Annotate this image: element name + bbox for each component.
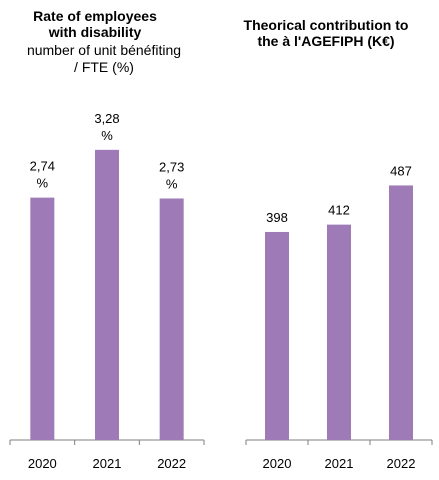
chart2-data-label-2020: 398 — [266, 210, 288, 225]
chart1-bar-2021 — [95, 149, 119, 440]
chart1: 2,74 % 2020 3,28 % 2021 2,73 % 2022 — [9, 111, 205, 471]
chart1-title: Rate of employees with disability — [33, 8, 157, 40]
chart1-data-label-2020: 2,74% — [30, 159, 55, 191]
chart1-bar-2022 — [159, 198, 184, 440]
chart2-title: Theorical contribution to the à l'AGEFIP… — [243, 17, 409, 49]
chart1-bar-2020 — [30, 197, 55, 440]
chart1-data-label-2022: 2,73% — [159, 160, 184, 192]
chart2-x-tick-label-2020: 2020 — [263, 456, 292, 471]
chart2-data-label-2022: 487 — [390, 163, 412, 178]
chart1-x-tick-label-2022: 2022 — [157, 456, 186, 471]
chart2: 398 2020 412 2021 487 2022 — [245, 163, 433, 471]
chart2-bar-2021 — [327, 224, 351, 440]
chart1-data-label-2021: 3,28% — [94, 111, 119, 143]
chart2-x-tick-label-2021: 2021 — [325, 456, 354, 471]
chart2-data-label-2021: 412 — [328, 203, 350, 218]
chart1-x-tick-label-2021: 2021 — [93, 456, 122, 471]
chart2-bar-2020 — [265, 231, 289, 440]
chart2-x-tick-label-2022: 2022 — [387, 456, 416, 471]
chart1-subtitle: number of unit bénéfiting / FTE (%) — [26, 42, 182, 75]
chart2-bar-2022 — [389, 185, 413, 440]
chart1-x-tick-label-2020: 2020 — [28, 456, 57, 471]
